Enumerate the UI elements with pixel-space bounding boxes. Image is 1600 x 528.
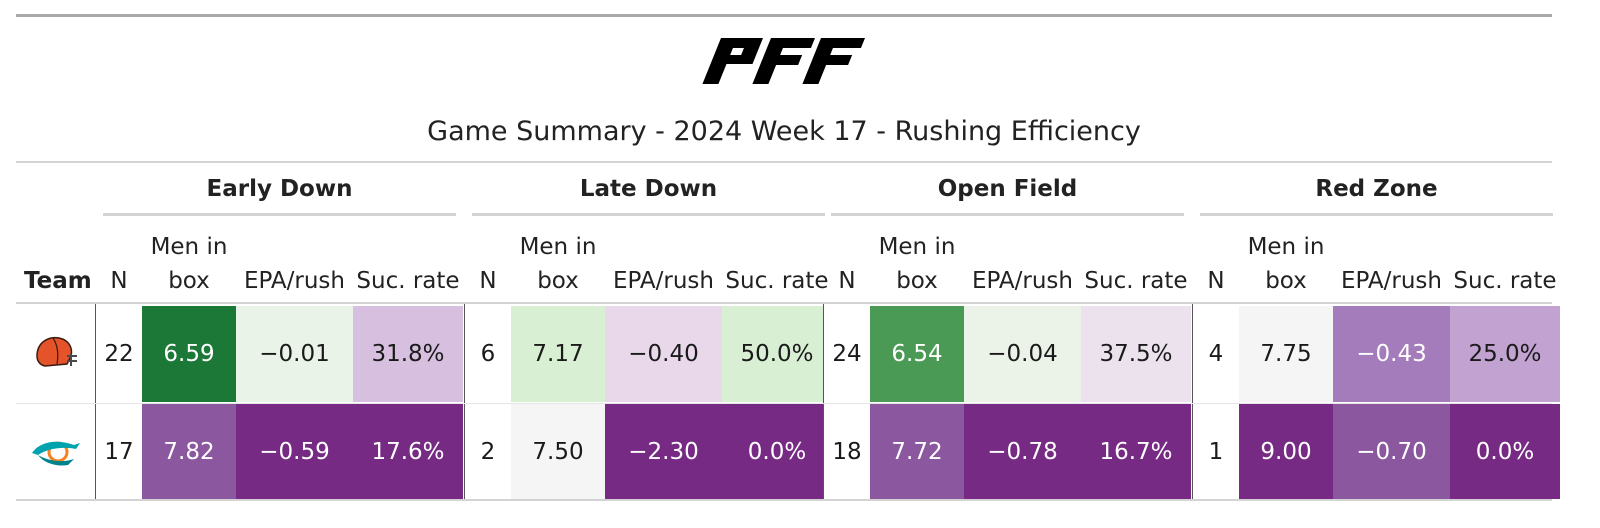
table-cell: 31.8%	[353, 306, 463, 402]
table-cell: 7.82	[142, 404, 236, 499]
table-cell: −2.30	[605, 404, 722, 499]
column-header-suc-rate: Suc. rate	[725, 268, 829, 294]
bottom-rule	[16, 499, 1552, 501]
table-cell: 18	[824, 404, 870, 499]
table-cell: 25.0%	[1450, 306, 1560, 402]
group-header-open-field: Open Field	[937, 176, 1078, 202]
table-cell: −0.43	[1333, 306, 1450, 402]
table-cell: 50.0%	[722, 306, 832, 402]
column-header-epa-rush: EPA/rush	[1340, 268, 1442, 294]
table-cell: −0.04	[964, 306, 1081, 402]
table-cell: 0.0%	[722, 404, 832, 499]
table-cell: 7.50	[511, 404, 605, 499]
table-cell: 6.54	[870, 306, 964, 402]
pff-logo	[702, 38, 865, 84]
column-header-suc-rate: Suc. rate	[356, 268, 460, 294]
table-cell: 22	[96, 306, 142, 402]
table-cell: −0.70	[1333, 404, 1450, 499]
column-header-team: Team	[24, 268, 92, 294]
table-cell: −0.59	[236, 404, 353, 499]
header-rule	[16, 161, 1552, 163]
group-header-red-zone: Red Zone	[1315, 176, 1438, 202]
group-divider	[823, 303, 824, 499]
group-spanner-line	[831, 213, 1184, 216]
table-cell: 7.75	[1239, 306, 1333, 402]
group-divider	[95, 303, 96, 499]
column-header-men-in-box: Men in box	[150, 234, 228, 294]
group-spanner-line	[472, 213, 825, 216]
table-cell: 6	[465, 306, 511, 402]
group-divider	[1192, 303, 1193, 499]
top-rule	[16, 14, 1552, 17]
table-cell: 24	[824, 306, 870, 402]
column-header-n: N	[838, 268, 856, 294]
column-header-n: N	[110, 268, 128, 294]
column-header-suc-rate: Suc. rate	[1453, 268, 1557, 294]
table-cell: 7.17	[511, 306, 605, 402]
column-header-n: N	[1207, 268, 1225, 294]
table-cell: 9.00	[1239, 404, 1333, 499]
table-cell: 4	[1193, 306, 1239, 402]
column-header-epa-rush: EPA/rush	[971, 268, 1073, 294]
column-header-men-in-box: Men in box	[519, 234, 597, 294]
browns-helmet-icon	[16, 306, 94, 402]
column-header-epa-rush: EPA/rush	[612, 268, 714, 294]
group-header-early-down: Early Down	[206, 176, 353, 202]
table-cell: 7.72	[870, 404, 964, 499]
column-header-epa-rush: EPA/rush	[243, 268, 345, 294]
group-spanner-line	[1200, 213, 1553, 216]
table-cell: 6.59	[142, 306, 236, 402]
group-spanner-line	[103, 213, 456, 216]
column-header-men-in-box: Men in box	[878, 234, 956, 294]
table-cell: 1	[1193, 404, 1239, 499]
table-cell: 37.5%	[1081, 306, 1191, 402]
table-cell: 2	[465, 404, 511, 499]
group-header-late-down: Late Down	[579, 176, 718, 202]
table-cell: −0.78	[964, 404, 1081, 499]
table-cell: 17.6%	[353, 404, 463, 499]
group-divider	[464, 303, 465, 499]
row-divider	[16, 403, 1552, 404]
table-cell: 0.0%	[1450, 404, 1560, 499]
dolphins-logo-icon	[16, 404, 94, 499]
table-cell: −0.01	[236, 306, 353, 402]
table-cell: −0.40	[605, 306, 722, 402]
column-header-rule	[16, 302, 1552, 304]
column-header-n: N	[479, 268, 497, 294]
column-header-men-in-box: Men in box	[1247, 234, 1325, 294]
table-title: Game Summary - 2024 Week 17 - Rushing Ef…	[427, 116, 1141, 147]
column-header-suc-rate: Suc. rate	[1084, 268, 1188, 294]
table-cell: 16.7%	[1081, 404, 1191, 499]
table-cell: 17	[96, 404, 142, 499]
